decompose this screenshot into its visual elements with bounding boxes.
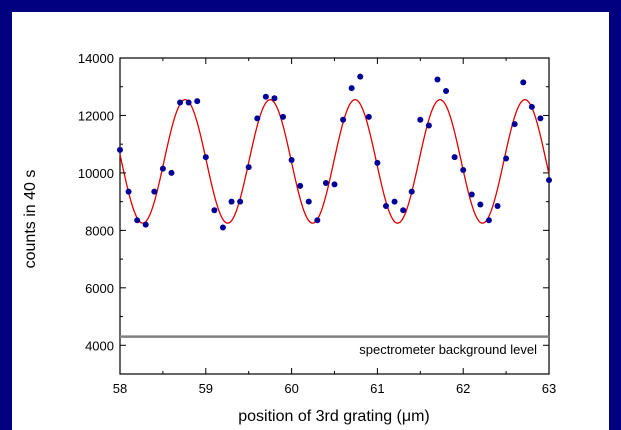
data-point [511,121,518,128]
data-point [280,113,287,120]
data-point [168,169,175,176]
data-point [228,198,235,205]
data-point [348,85,355,92]
y-axis-label: counts in 40 s [22,170,39,269]
data-point [159,165,166,172]
x-tick-label: 60 [284,381,298,396]
data-point [117,146,123,153]
plot-area [119,57,550,375]
data-point [520,79,527,86]
x-tick-label: 59 [199,381,213,396]
data-point [331,181,338,188]
y-tick-label: 6000 [85,281,114,296]
axis-ticks: 58 59 60 61 62 63 4000 6000 8000 10000 12000 14000 [78,51,556,396]
data-point [151,188,158,195]
data-point [245,164,252,171]
fit-curve [119,98,550,224]
data-point [237,198,244,205]
data-point [460,167,467,174]
data-point [322,179,329,186]
y-tick-label: 4000 [85,338,114,353]
plot-border [119,57,550,375]
data-point [400,207,407,214]
data-point [314,217,321,224]
data-point [451,154,458,161]
data-point [477,201,484,208]
data-point [391,198,398,205]
data-point [468,191,475,198]
fit-curve-line [119,98,550,224]
data-point [142,221,149,228]
data-point [271,95,278,102]
background-level-label: spectrometer background level [359,342,537,357]
data-point [408,188,415,195]
data-point [134,217,141,224]
data-point [219,224,226,231]
data-point [425,122,432,129]
x-axis-label: position of 3rd grating (μm) [238,408,430,425]
data-point [374,159,381,166]
data-point [254,115,261,122]
data-point [485,217,492,224]
data-point [365,113,372,120]
data-point [528,103,535,110]
data-point [494,202,501,209]
y-tick-label: 14000 [78,51,114,66]
data-point [262,93,269,100]
data-point [434,76,441,83]
data-point [185,99,192,106]
x-tick-label: 62 [456,381,470,396]
data-point [537,115,544,122]
y-tick-label: 8000 [85,223,114,238]
data-points [117,73,552,231]
y-tick-label: 12000 [78,108,114,123]
chart-panel: 58 59 60 61 62 63 4000 6000 8000 10000 12000 14000 … [12,12,609,430]
data-point [382,202,389,209]
x-tick-label: 61 [370,381,384,396]
data-point [297,182,304,189]
data-point [305,198,312,205]
data-point [125,188,132,195]
data-point [340,116,347,123]
x-tick-label: 63 [542,381,556,396]
data-point [202,154,209,161]
data-point [177,99,184,106]
chart: 58 59 60 61 62 63400060008000100001200014000 … [22,51,556,425]
data-point [417,116,424,123]
x-tick-label: 58 [113,381,127,396]
data-point [288,156,295,163]
data-point [194,98,201,105]
data-point [211,207,218,214]
data-point [546,177,552,184]
data-point [503,155,510,162]
y-tick-label: 10000 [78,166,114,181]
data-point [357,73,364,80]
data-point [443,88,450,95]
